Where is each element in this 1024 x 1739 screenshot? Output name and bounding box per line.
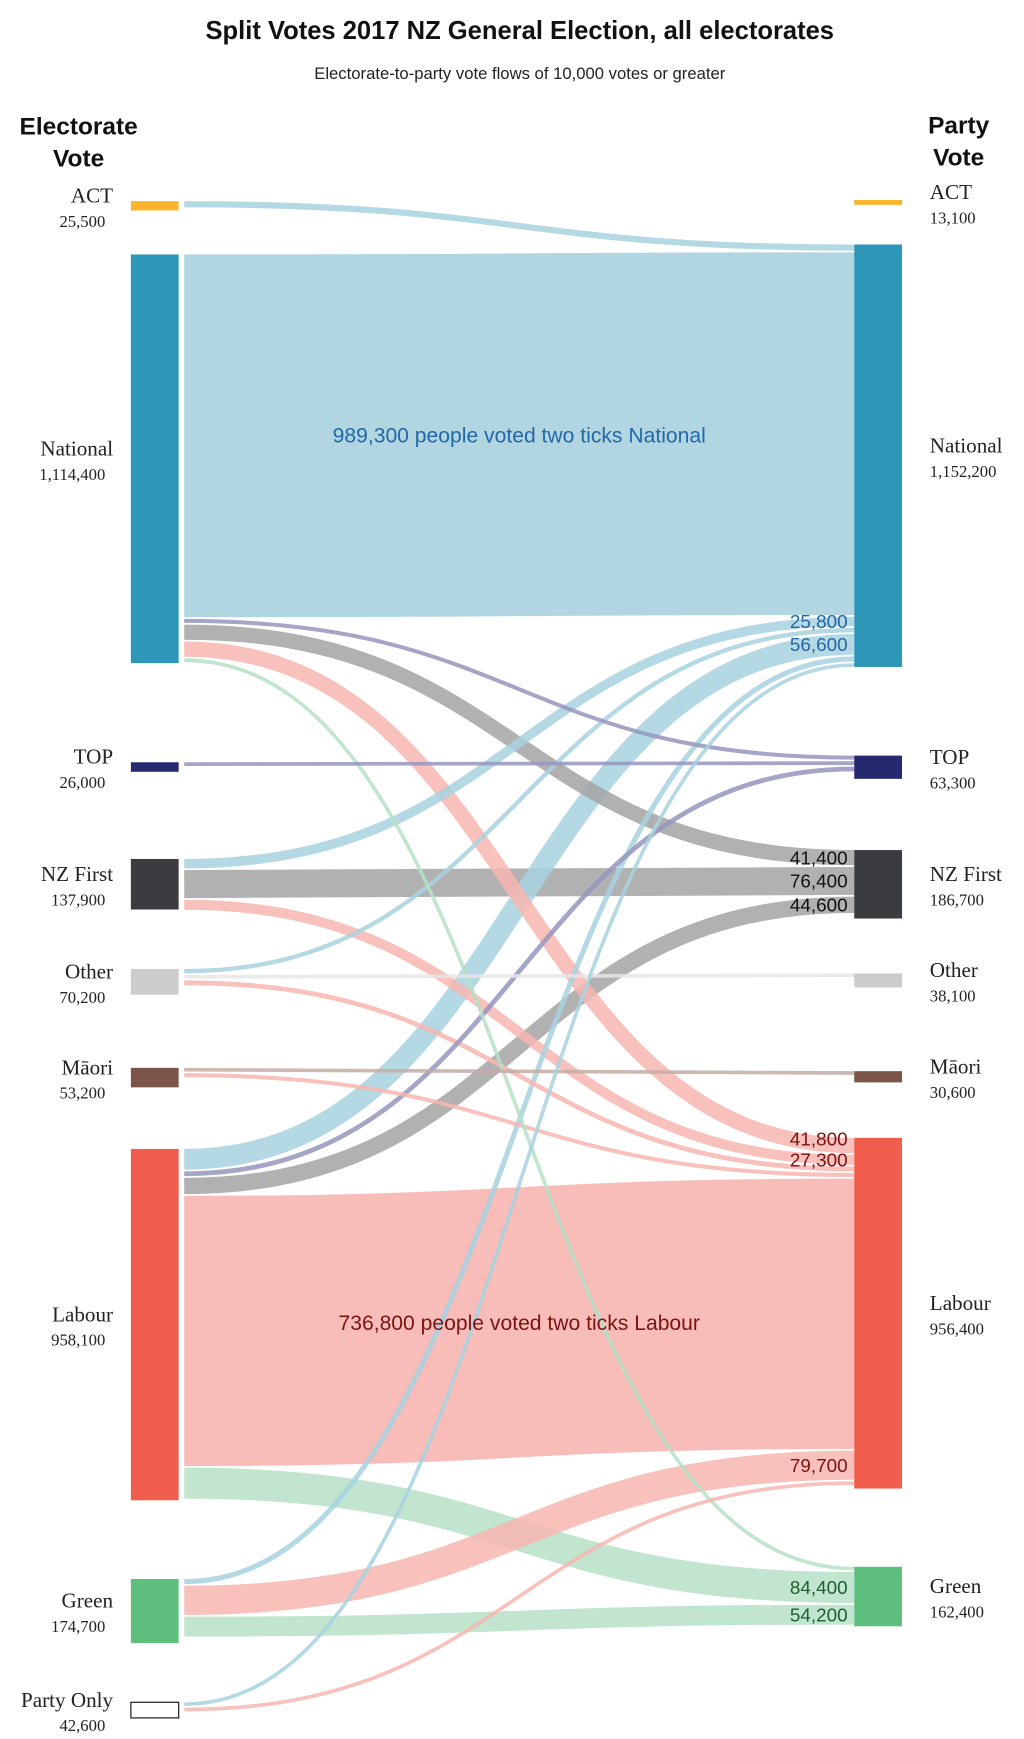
flow-top-to-top [184,761,855,766]
right-node-name: NZ First [930,862,1002,886]
left-node-bar [130,1067,179,1088]
left-node-bar [130,968,179,995]
right-node-name: TOP [930,745,970,769]
right-header-line1: Party [928,112,990,139]
right-node-bar [854,850,903,919]
right-header-line2: Vote [933,145,984,172]
flow-other-to-national [184,627,855,974]
flow-labour-to-nz-first [184,896,855,1195]
right-node-bar [854,1137,903,1489]
left-node-bar [130,1148,179,1501]
flow-māori-to-māori [184,1067,855,1075]
flows-layer [184,201,855,1712]
right-node-bar [854,755,903,779]
left-node-name: Labour [52,1302,113,1326]
left-node-name: Other [65,959,113,983]
flow-green-to-national [184,656,855,1585]
right-node-name: Green [930,1574,982,1598]
right-node-value: 63,300 [930,773,976,792]
flow-labour-to-top [184,766,855,1177]
left-node-bar [130,762,179,772]
flow-national-to-national [184,252,855,618]
right-node-name: National [930,433,1003,457]
right-node-name: Labour [930,1291,991,1315]
flow-national-to-green [184,658,855,1571]
right-node-value: 30,600 [930,1083,976,1102]
flow-value-label: 27,300 [790,1151,848,1172]
flow-national-to-top [184,618,855,760]
right-node-bar [854,973,903,988]
flow-party-only-to-labour [184,1481,855,1712]
right-node-bar [854,1071,903,1083]
flow-value-label: 989,300 people voted two ticks National [333,425,706,448]
flow-value-label: 79,700 [790,1456,848,1477]
flow-act-to-national [184,201,855,251]
left-header-line2: Vote [53,146,104,173]
flow-value-label: 56,600 [790,635,848,656]
left-node-value: 25,500 [59,212,105,231]
flow-other-to-labour [184,980,855,1172]
right-node-bar [854,244,903,667]
flow-nz-first-to-national [184,616,855,869]
flow-nz-first-to-nz-first [184,866,855,899]
left-node-bar [130,1578,179,1644]
right-node-value: 956,400 [930,1319,984,1338]
chart-subtitle: Electorate-to-party vote flows of 10,000… [314,64,726,83]
right-node-bar [854,200,903,205]
left-node-name: National [40,436,113,460]
flow-value-label: 736,800 people voted two ticks Labour [338,1312,699,1335]
right-node-name: ACT [930,180,972,204]
flow-nz-first-to-labour [184,899,855,1165]
left-node-name: Party Only [21,1688,113,1712]
left-node-name: Māori [61,1055,113,1079]
left-node-value: 42,600 [59,1716,105,1735]
left-node-value: 53,200 [59,1084,105,1103]
chart-title: Split Votes 2017 NZ General Election, al… [206,17,835,45]
left-node-value: 174,700 [51,1617,105,1636]
flow-māori-to-labour [184,1073,855,1177]
flow-national-to-labour [184,641,855,1154]
flow-value-label: 44,600 [790,895,848,916]
left-node-value: 26,000 [59,773,105,792]
left-header-line1: Electorate [20,113,138,140]
nodes-layer [130,200,903,1719]
flow-value-label: 84,400 [790,1578,848,1599]
right-node-value: 1,152,200 [930,462,997,481]
right-node-value: 186,700 [930,890,984,909]
labels-layer: 989,300 people voted two ticks National 7… [21,180,1003,1735]
flow-labour-to-labour [184,1178,855,1467]
flow-green-to-green [184,1604,855,1637]
flow-value-label: 41,400 [790,848,848,869]
right-node-value: 13,100 [930,209,976,228]
left-node-value: 70,200 [59,988,105,1007]
right-node-name: Other [930,958,978,982]
left-node-name: Green [62,1589,114,1613]
right-node-value: 162,400 [930,1603,984,1622]
right-node-value: 38,100 [930,986,976,1005]
left-node-name: TOP [74,745,114,769]
left-node-bar [130,1701,180,1719]
flow-value-label: 41,800 [790,1129,848,1150]
flow-green-to-labour [184,1450,855,1616]
left-node-name: ACT [71,183,113,207]
left-node-bar [130,858,179,910]
left-node-bar [130,201,179,211]
left-node-value: 137,900 [51,890,105,909]
left-node-name: NZ First [41,862,113,886]
right-node-bar [854,1566,903,1627]
left-node-value: 958,100 [51,1331,105,1350]
flow-party-only-to-national [184,663,855,1706]
flow-value-label: 76,400 [790,872,848,893]
left-node-bar [130,254,179,664]
flow-value-label: 54,200 [790,1605,848,1626]
flow-other-to-other [184,973,855,979]
right-node-name: Māori [930,1054,982,1078]
left-node-value: 1,114,400 [39,465,105,484]
flow-value-label: 25,800 [790,612,848,633]
